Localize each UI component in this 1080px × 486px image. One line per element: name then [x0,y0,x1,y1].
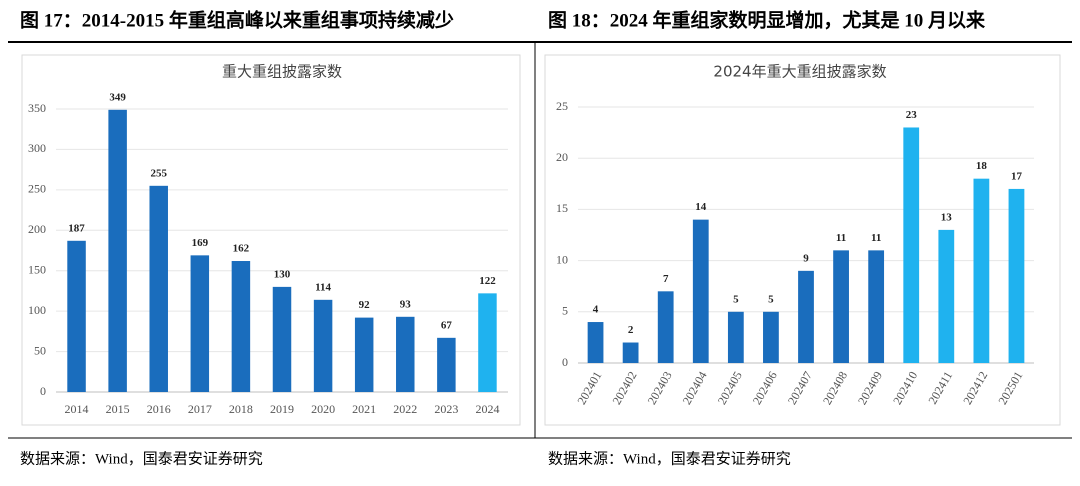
x-tick-label: 202401 [574,369,604,407]
x-tick-label: 2021 [352,402,376,416]
bar [313,299,333,392]
y-tick-label: 100 [28,303,46,317]
y-tick-label: 250 [28,182,46,196]
value-label: 130 [274,268,291,280]
value-label: 122 [479,275,496,287]
bar [478,293,497,392]
x-tick-label: 202406 [750,369,780,407]
value-label: 23 [906,109,918,121]
value-label: 114 [315,281,331,293]
figure-heading: 图 18：2024 年重组家数明显增加，尤其是 10 月以来 [548,8,985,31]
x-tick-label: 202408 [820,369,850,407]
value-label: 2 [628,324,634,336]
x-tick-label: 202412 [960,369,990,407]
x-tick-label: 202409 [855,369,885,407]
bar [657,291,674,363]
x-tick-label: 202410 [890,369,920,407]
bar [973,178,990,363]
y-tick-label: 25 [556,99,568,113]
y-tick-label: 350 [28,101,46,115]
y-tick-label: 300 [28,141,46,155]
value-label: 17 [1011,170,1023,182]
value-label: 5 [768,293,774,305]
bar [587,322,604,363]
y-tick-label: 5 [562,304,568,318]
chart-title: 重大重组披露家数 [222,63,342,81]
value-label: 9 [803,252,809,264]
y-tick-label: 20 [556,150,568,164]
x-tick-label: 202501 [995,369,1025,407]
x-tick-label: 2018 [229,402,253,416]
bar [437,337,456,392]
value-label: 11 [871,232,881,244]
bar [903,127,920,363]
x-tick-label: 2022 [393,402,417,416]
bar [938,229,955,363]
x-tick-label: 2024 [475,402,499,416]
x-tick-label: 202411 [925,369,955,407]
bar [622,342,639,363]
bar [833,250,849,363]
x-tick-label: 2020 [311,402,335,416]
x-tick-label: 2019 [270,402,294,416]
bar [231,261,251,392]
y-tick-label: 150 [28,262,46,276]
value-label: 187 [68,222,85,234]
chart-frame [544,54,1061,426]
bar [396,316,415,392]
bar [108,109,127,393]
chart-title: 2024年重大重组披露家数 [713,63,886,81]
chart-frame [21,54,521,426]
value-label: 93 [400,298,412,310]
x-tick-label: 202404 [680,369,710,407]
x-tick-label: 2014 [65,402,89,416]
y-tick-label: 200 [28,222,46,236]
bar [1008,188,1025,363]
value-label: 18 [976,160,988,172]
bar [272,286,292,392]
bar [190,255,210,392]
x-tick-label: 2023 [434,402,458,416]
x-tick-label: 2017 [188,402,212,416]
value-label: 162 [233,243,250,255]
value-label: 67 [441,319,453,331]
source-note: 数据来源：Wind，国泰君安证券研究 [20,450,263,467]
x-tick-label: 2015 [106,402,130,416]
value-label: 5 [733,293,739,305]
value-label: 255 [150,167,167,179]
bar [354,317,374,392]
y-tick-label: 10 [556,252,568,266]
source-note: 数据来源：Wind，国泰君安证券研究 [548,450,791,467]
value-label: 92 [359,299,371,311]
bar [868,250,885,363]
bar [149,185,168,392]
value-label: 7 [663,273,669,285]
value-label: 13 [941,211,953,223]
bar [798,270,814,363]
x-tick-label: 202403 [645,369,675,407]
figure-heading: 图 17：2014-2015 年重组高峰以来重组事项持续减少 [20,8,454,31]
bar [692,219,709,363]
bar [727,311,744,363]
bar [67,240,86,392]
value-label: 14 [695,201,707,213]
x-tick-label: 202402 [609,369,639,407]
x-tick-label: 202407 [785,369,815,407]
value-label: 11 [836,232,846,244]
x-tick-label: 202405 [715,369,745,407]
x-tick-label: 2016 [147,402,171,416]
y-tick-label: 50 [34,343,46,357]
y-tick-label: 0 [40,384,46,398]
value-label: 169 [192,237,209,249]
y-tick-label: 15 [556,201,568,215]
value-label: 4 [593,304,599,316]
y-tick-label: 0 [562,355,568,369]
value-label: 349 [109,91,126,103]
bar [763,311,779,363]
